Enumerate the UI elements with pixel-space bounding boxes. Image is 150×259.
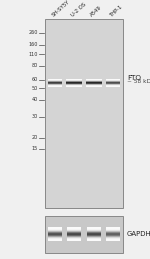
Bar <box>106 235 120 236</box>
Bar <box>67 227 81 228</box>
Bar <box>106 229 120 230</box>
Text: 30: 30 <box>31 114 38 119</box>
Bar <box>67 227 81 228</box>
Text: GAPDH: GAPDH <box>127 231 150 237</box>
Bar <box>106 236 120 237</box>
Bar <box>67 234 81 235</box>
Bar <box>48 236 62 237</box>
Bar <box>87 227 101 228</box>
Bar <box>87 236 101 237</box>
Bar <box>87 238 101 239</box>
Bar <box>87 230 101 231</box>
Bar <box>87 236 101 237</box>
Text: 160: 160 <box>28 42 38 47</box>
Bar <box>67 230 81 231</box>
Bar <box>87 235 101 236</box>
Bar <box>67 229 81 230</box>
Bar <box>87 235 101 236</box>
Text: ~ 58 kDa: ~ 58 kDa <box>127 80 150 84</box>
Bar <box>67 238 81 239</box>
Bar <box>106 229 120 230</box>
Bar <box>87 239 101 240</box>
Bar <box>106 236 120 237</box>
Bar <box>48 229 62 230</box>
Bar <box>87 229 101 230</box>
Text: FTO: FTO <box>127 75 141 81</box>
Bar <box>67 239 81 240</box>
Text: 60: 60 <box>31 77 38 82</box>
Bar <box>87 234 101 235</box>
Text: 80: 80 <box>31 63 38 68</box>
Bar <box>48 230 62 231</box>
Bar <box>67 236 81 237</box>
Bar <box>106 238 120 239</box>
Text: SH-SY5Y: SH-SY5Y <box>51 0 71 18</box>
Bar <box>106 240 120 241</box>
Text: U-2 OS: U-2 OS <box>70 2 87 18</box>
Bar <box>67 228 81 229</box>
Bar <box>48 236 62 237</box>
Bar <box>48 227 62 228</box>
Bar <box>106 234 120 235</box>
Bar <box>106 228 120 229</box>
Text: A549: A549 <box>90 5 103 18</box>
Bar <box>67 240 81 241</box>
Bar <box>48 228 62 229</box>
Bar <box>48 233 62 234</box>
Bar <box>45 216 123 253</box>
Bar <box>48 240 62 241</box>
Bar <box>48 231 62 232</box>
Text: 50: 50 <box>31 86 38 91</box>
Bar <box>106 231 120 232</box>
Bar <box>87 228 101 229</box>
Bar <box>106 235 120 236</box>
Bar <box>67 235 81 236</box>
Bar <box>67 231 81 232</box>
Bar <box>87 228 101 229</box>
Bar <box>87 232 101 233</box>
Bar <box>67 229 81 230</box>
Bar <box>48 235 62 236</box>
Bar <box>106 228 120 229</box>
Bar <box>87 233 101 234</box>
Bar <box>106 239 120 240</box>
Bar <box>87 237 101 238</box>
Bar <box>48 229 62 230</box>
Bar <box>106 233 120 234</box>
Bar <box>48 237 62 238</box>
Bar <box>87 229 101 230</box>
Text: 110: 110 <box>28 52 38 57</box>
Bar <box>106 230 120 231</box>
Bar <box>67 233 81 234</box>
Bar <box>48 232 62 233</box>
Bar <box>106 232 120 233</box>
Bar <box>67 236 81 237</box>
Text: 260: 260 <box>28 30 38 35</box>
Text: 15: 15 <box>31 146 38 152</box>
Text: 40: 40 <box>31 97 38 102</box>
Text: THP-1: THP-1 <box>109 4 124 18</box>
Bar <box>106 237 120 238</box>
Bar <box>48 235 62 236</box>
Bar <box>87 240 101 241</box>
Text: 20: 20 <box>31 135 38 140</box>
Bar <box>48 238 62 239</box>
Bar <box>67 235 81 236</box>
Bar <box>67 232 81 233</box>
Bar <box>67 228 81 229</box>
Bar <box>87 231 101 232</box>
Bar <box>48 239 62 240</box>
Bar <box>87 227 101 228</box>
Bar <box>106 227 120 228</box>
Bar <box>45 19 123 208</box>
Bar <box>48 228 62 229</box>
Bar <box>67 237 81 238</box>
Bar <box>48 234 62 235</box>
Bar <box>106 227 120 228</box>
Bar <box>48 227 62 228</box>
